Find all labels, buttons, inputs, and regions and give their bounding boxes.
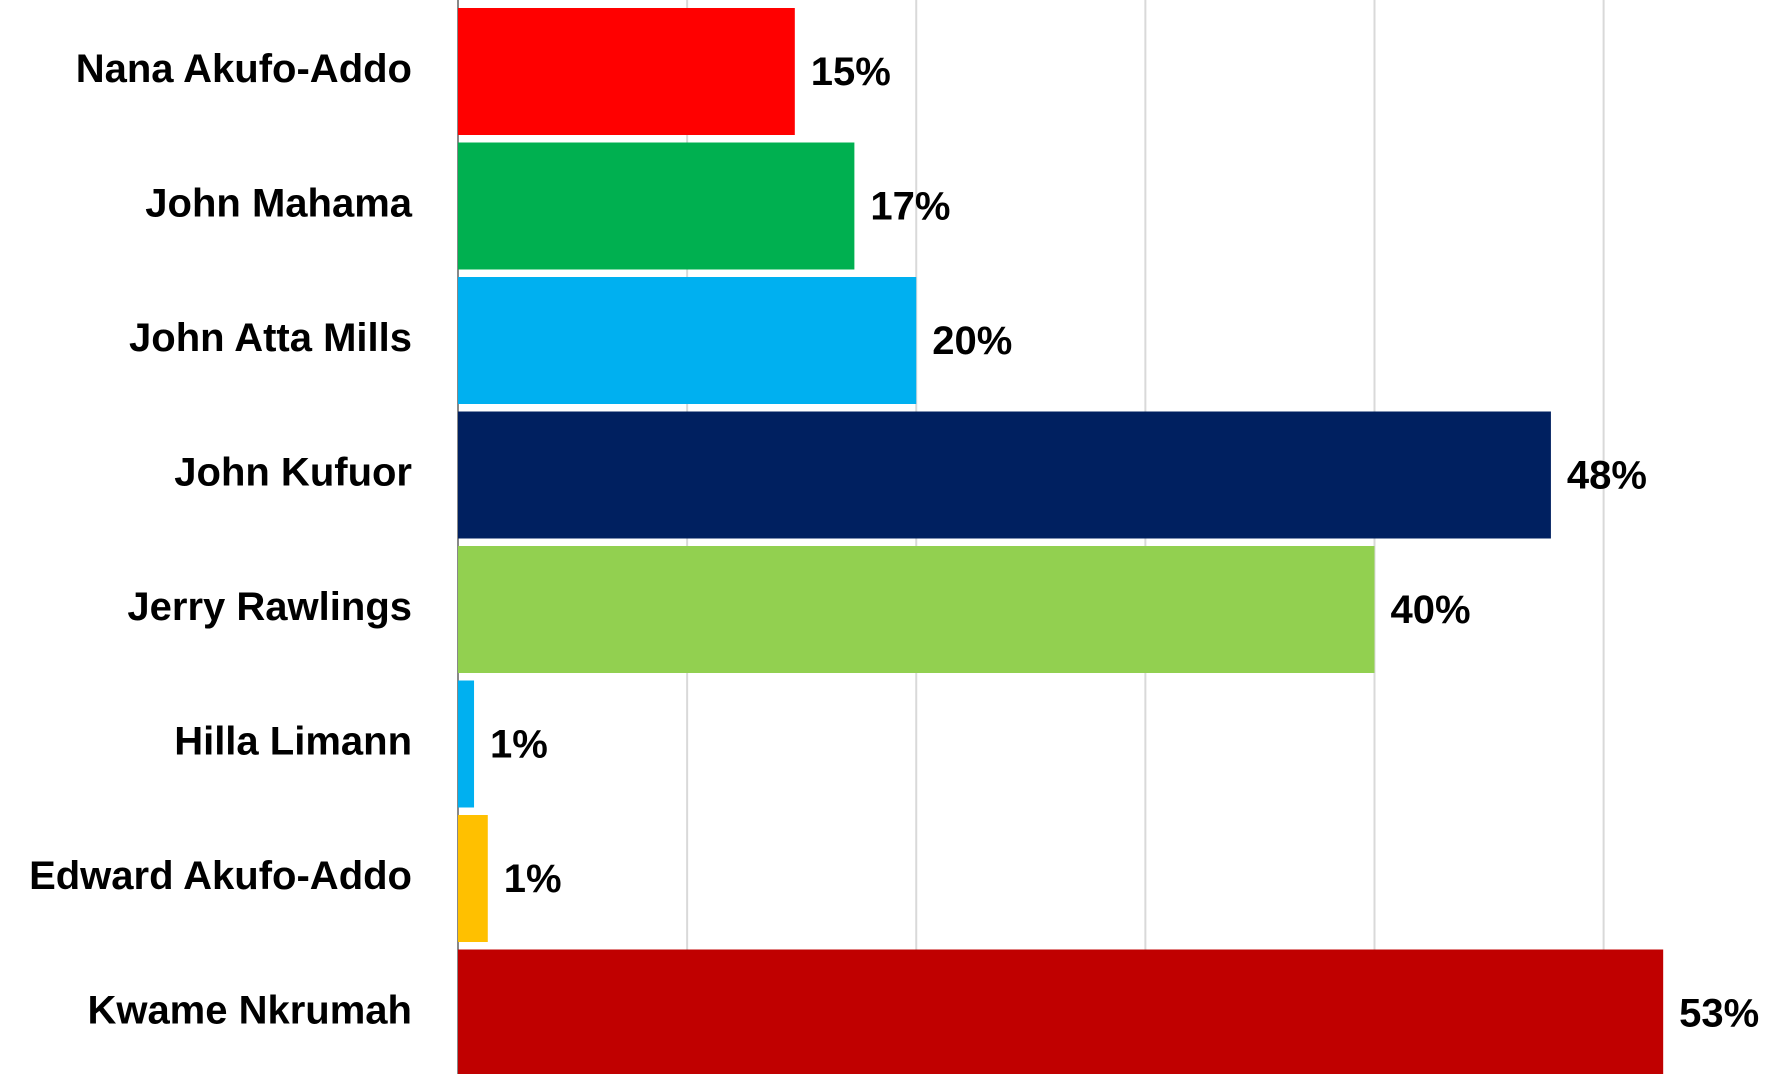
y-tick-label: Kwame Nkrumah [87,989,412,1033]
data-label: 53% [1679,992,1759,1036]
data-label: 48% [1567,454,1647,498]
data-label: 15% [811,50,891,94]
y-tick-label: Nana Akufo-Addo [76,47,412,91]
bar [458,949,1664,1074]
data-label: 40% [1390,588,1470,632]
bar [458,277,917,404]
data-label: 20% [932,319,1012,363]
bar [458,411,1551,539]
y-tick-label: Edward Akufo-Addo [29,854,412,898]
bar [458,815,488,942]
bar [458,546,1375,673]
y-tick-label: John Mahama [145,182,412,226]
y-tick-label: John Atta Mills [129,316,412,360]
y-tick-label: Jerry Rawlings [127,585,412,629]
y-tick-label: Hilla Limann [174,720,412,764]
data-label: 1% [504,857,562,901]
data-label: 1% [490,723,548,767]
bar [458,8,795,135]
bar [458,680,475,808]
y-tick-label: John Kufuor [174,451,412,495]
bar [458,142,855,270]
data-label: 17% [870,185,950,229]
